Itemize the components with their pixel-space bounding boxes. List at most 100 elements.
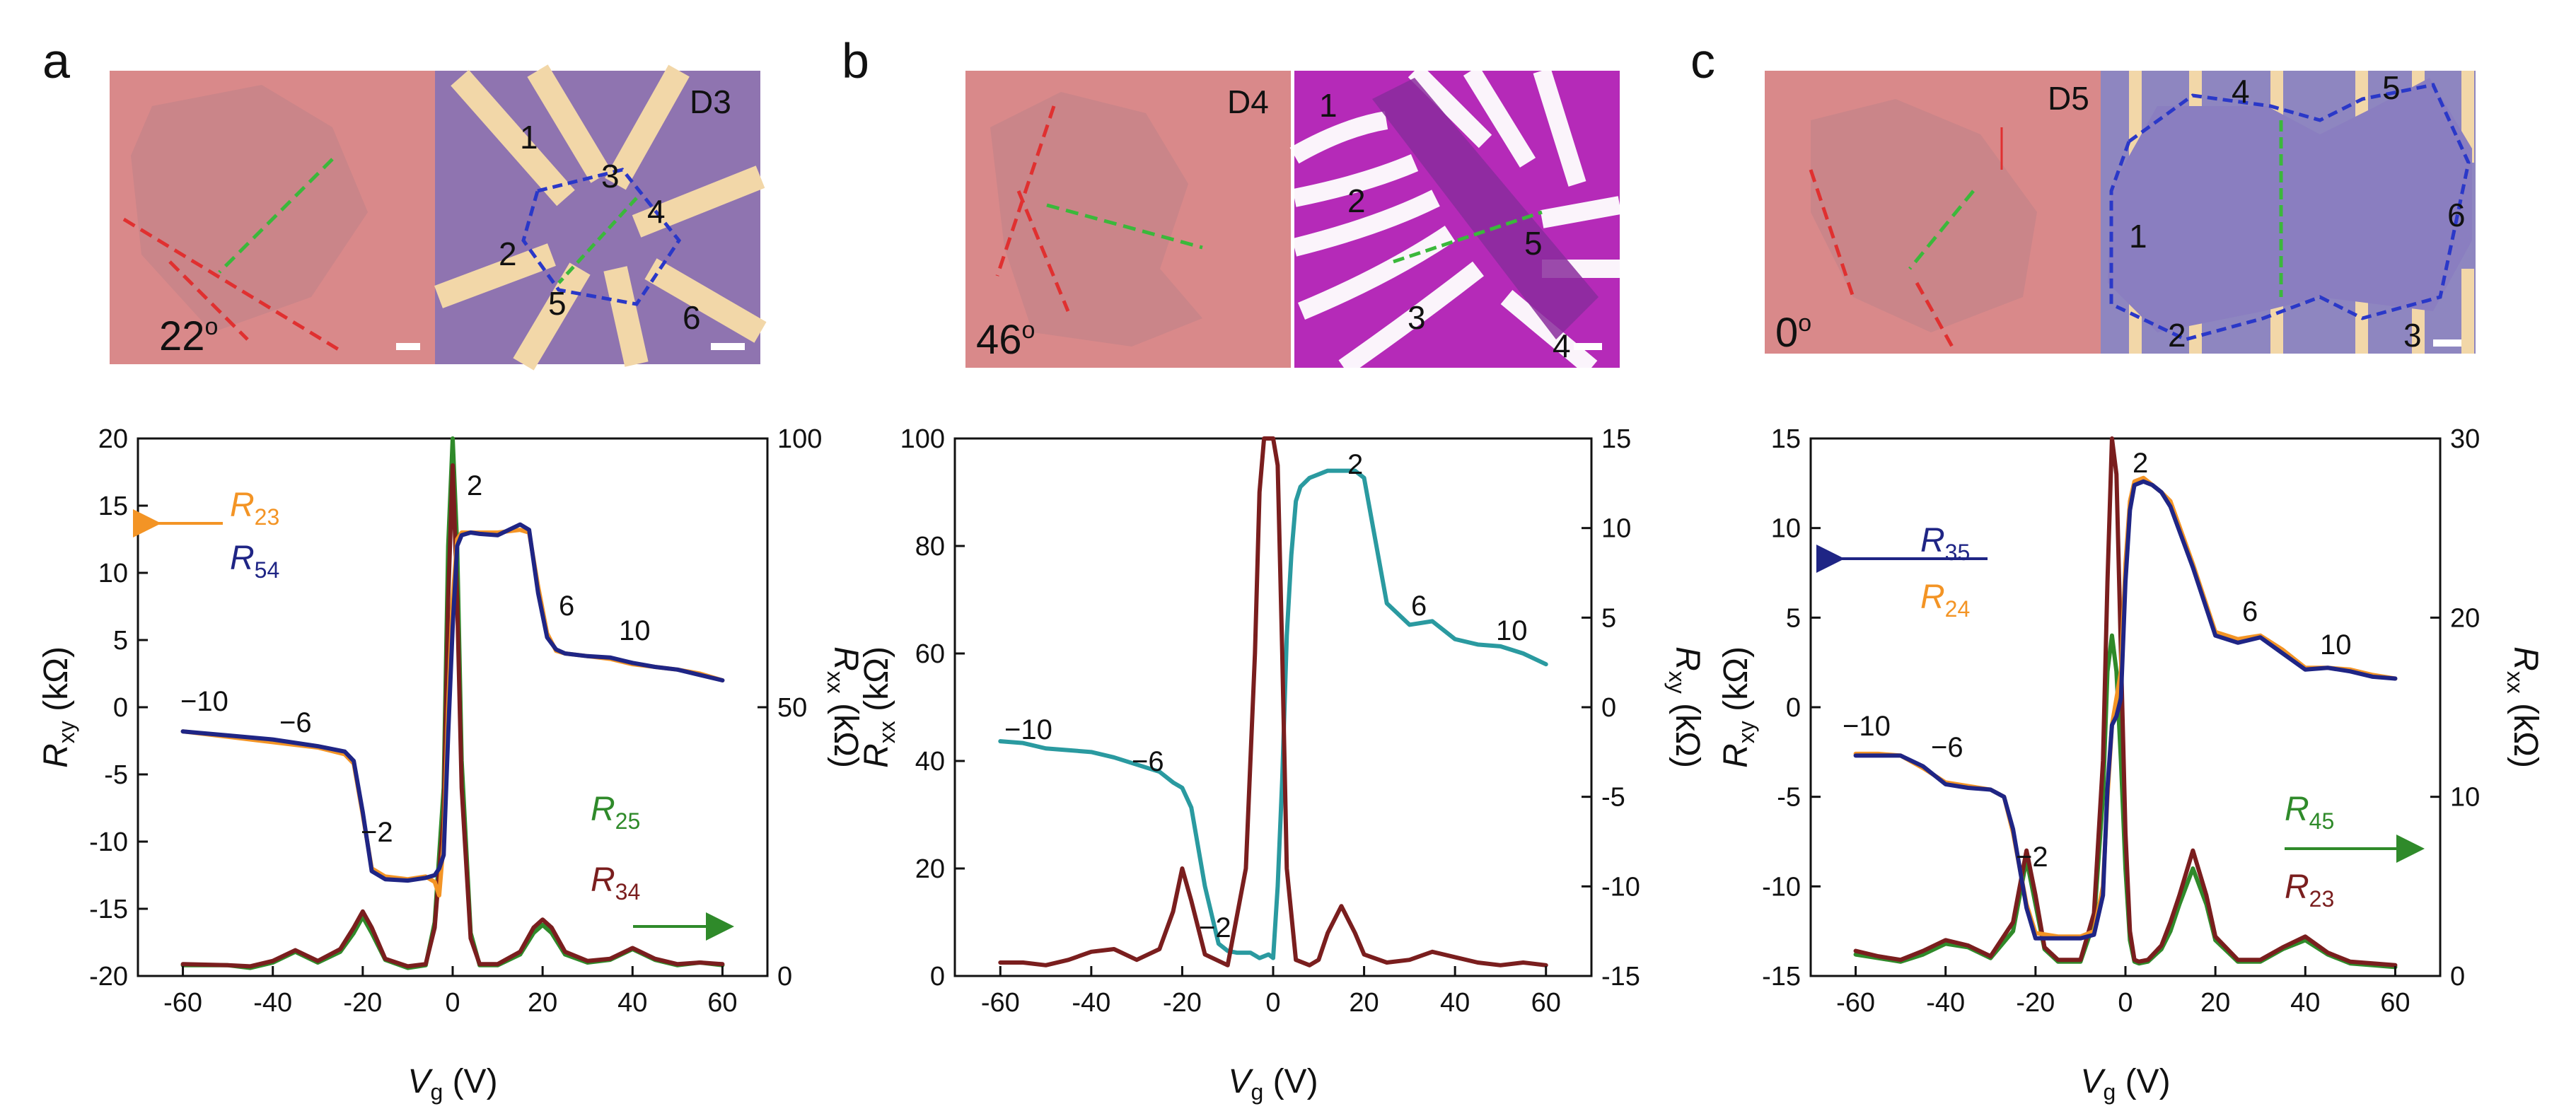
- contact-label: 2: [1347, 182, 1366, 219]
- contact-label: 1: [520, 119, 538, 156]
- filling-factor-label: 10: [2320, 629, 2352, 661]
- series-line-R23: [1853, 436, 2398, 967]
- y-left-tick-label: -15: [1762, 962, 1801, 992]
- filling-factor-label: −2: [1199, 912, 1231, 943]
- x-tick-label: -40: [253, 988, 292, 1018]
- green-dash-line: [1908, 190, 1975, 270]
- panel-b-photos: b 46o D4 1 2 3 4 5: [842, 33, 1622, 376]
- ticks-layer: -60 -40 -20 0 20 40 60 0 20 40 60 80 100 -15 -10 -5 0 5 10…: [900, 424, 1640, 1018]
- y-left-tick-label: 80: [915, 532, 945, 562]
- x-tick-label: -40: [1926, 988, 1965, 1018]
- y-left-tick-label: -20: [89, 962, 128, 992]
- scale-bar: [2433, 339, 2461, 347]
- device-label: D4: [1227, 83, 1269, 120]
- y-right-tick-label: 0: [2450, 962, 2465, 992]
- blue-dash-outline: [521, 168, 682, 306]
- graphene-flake: [131, 85, 368, 332]
- series-layer: [180, 436, 725, 970]
- y-right-axis-label: Rxx (kΩ): [2502, 646, 2544, 768]
- x-axis-label: Vg (V): [407, 1063, 497, 1105]
- y-left-tick-label: 0: [113, 693, 128, 723]
- filling-factor-label: −6: [279, 707, 312, 738]
- filling-factor-label: −10: [1843, 711, 1891, 742]
- device-label: D5: [2048, 80, 2089, 117]
- y-right-tick-label: 0: [1601, 693, 1616, 723]
- filling-factor-label: 2: [467, 470, 482, 501]
- legend-item: R23: [2285, 868, 2334, 912]
- contact-label: 2: [499, 236, 517, 272]
- panel-label-b: b: [842, 33, 869, 88]
- chart-c: -60 -40 -20 0 20 40 60 -15 -10 -5 0 5 10 15 0 10 20 30 Rx…: [1717, 424, 2544, 1105]
- y-right-tick-label: 5: [1601, 603, 1616, 633]
- y-right-tick-label: 30: [2450, 424, 2480, 454]
- x-tick-label: -60: [981, 988, 1020, 1018]
- scale-bar: [711, 343, 745, 350]
- legend-item: R45: [2285, 791, 2334, 834]
- y-right-tick-label: 0: [777, 962, 792, 992]
- x-tick-label: 40: [2290, 988, 2320, 1018]
- series-layer: [1853, 436, 2398, 970]
- contact-label: 3: [1408, 299, 1426, 336]
- panel-a-photos: a 22o D3 1 2 3 4 5 6: [42, 33, 767, 371]
- ticks-layer: -60 -40 -20 0 20 40 60 -20 -15 -10 -5 0 5 10 15 20 0 50 10…: [89, 424, 822, 1018]
- red-dash-line: [1016, 190, 1070, 312]
- x-tick-label: 60: [2380, 988, 2410, 1018]
- series-line-Rxx: [998, 436, 1548, 967]
- x-axis-label: Vg (V): [1228, 1063, 1318, 1105]
- y-right-tick-label: 50: [777, 693, 807, 723]
- chart-b: -60 -40 -20 0 20 40 60 0 20 40 60 80 100 -15 -10 -5 0 5 10…: [858, 424, 1706, 1105]
- x-tick-label: 60: [1531, 988, 1561, 1018]
- electrodes: [1289, 64, 1622, 376]
- y-left-axis-label: Rxy (kΩ): [1717, 646, 1759, 768]
- x-tick-label: -20: [1163, 988, 1202, 1018]
- angle-label: 0o: [1775, 310, 1811, 356]
- contact-label: 3: [2403, 317, 2422, 354]
- legend-item: R23: [230, 487, 279, 530]
- y-left-tick-label: 100: [900, 424, 945, 454]
- filling-factor-label: 2: [2133, 448, 2148, 479]
- green-dash-line: [1393, 210, 1543, 264]
- y-left-tick-label: 0: [1786, 693, 1801, 723]
- contact-label: 5: [2382, 69, 2401, 106]
- x-tick-label: -20: [2016, 988, 2055, 1018]
- y-left-tick-label: 60: [915, 639, 945, 669]
- filling-factor-label: −6: [1931, 732, 1963, 763]
- x-tick-label: 0: [1265, 988, 1280, 1018]
- chart-a: -60 -40 -20 0 20 40 60 -20 -15 -10 -5 0 5 10 15 20 0 50 10…: [37, 424, 864, 1105]
- x-tick-label: -60: [1836, 988, 1875, 1018]
- y-left-tick-label: -10: [89, 827, 128, 857]
- x-tick-label: 20: [528, 988, 557, 1018]
- filling-factor-label: −2: [2016, 842, 2048, 873]
- plot-frame: [953, 437, 1593, 977]
- x-tick-label: 40: [1440, 988, 1470, 1018]
- contact-label: 6: [2447, 197, 2466, 233]
- y-left-tick-label: 20: [915, 854, 945, 884]
- x-tick-label: 60: [707, 988, 737, 1018]
- x-tick-label: -40: [1072, 988, 1110, 1018]
- scale-bar: [1574, 343, 1602, 350]
- contact-label: 5: [548, 285, 567, 322]
- contact-label: 4: [2232, 73, 2250, 110]
- y-left-tick-label: 15: [98, 492, 128, 521]
- contact-label: 4: [647, 193, 666, 230]
- x-tick-label: 20: [1349, 988, 1379, 1018]
- y-right-tick-label: 10: [1601, 514, 1631, 544]
- series-line-R34: [180, 463, 725, 969]
- y-left-tick-label: 0: [930, 962, 945, 992]
- filling-factor-label: −10: [1004, 714, 1052, 745]
- ticks-layer: -60 -40 -20 0 20 40 60 -15 -10 -5 0 5 10 15 0 10 20 30: [1762, 424, 2480, 1018]
- x-tick-label: -60: [163, 988, 202, 1018]
- series-line-R23: [180, 528, 725, 897]
- panel-label-a: a: [42, 33, 70, 88]
- angle-label: 46o: [976, 317, 1035, 363]
- angle-label: 22o: [159, 313, 218, 359]
- series-line-Rxy: [998, 468, 1548, 960]
- x-tick-label: 0: [2118, 988, 2133, 1018]
- contact-label: 4: [1553, 327, 1571, 364]
- legend-item: R35: [1920, 522, 1970, 565]
- y-right-tick-label: -10: [1601, 872, 1640, 902]
- green-dash-line: [1046, 203, 1203, 250]
- legend-item: R25: [591, 791, 640, 834]
- device-label: D3: [690, 83, 731, 120]
